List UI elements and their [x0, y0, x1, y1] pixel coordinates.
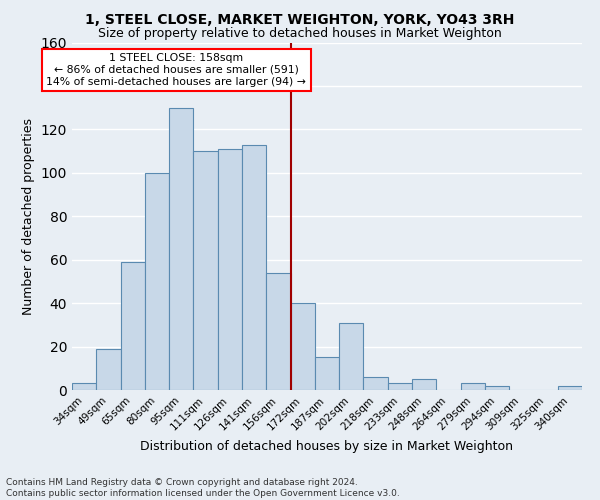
- Bar: [290, 303, 315, 390]
- Bar: [169, 108, 193, 390]
- Text: 1, STEEL CLOSE, MARKET WEIGHTON, YORK, YO43 3RH: 1, STEEL CLOSE, MARKET WEIGHTON, YORK, Y…: [85, 12, 515, 26]
- Bar: [412, 379, 436, 390]
- Bar: [72, 384, 96, 390]
- Bar: [461, 384, 485, 390]
- Bar: [218, 149, 242, 390]
- Bar: [242, 144, 266, 390]
- Bar: [193, 151, 218, 390]
- Bar: [388, 384, 412, 390]
- Bar: [266, 272, 290, 390]
- Bar: [96, 348, 121, 390]
- Bar: [558, 386, 582, 390]
- Text: Contains HM Land Registry data © Crown copyright and database right 2024.
Contai: Contains HM Land Registry data © Crown c…: [6, 478, 400, 498]
- X-axis label: Distribution of detached houses by size in Market Weighton: Distribution of detached houses by size …: [140, 440, 514, 453]
- Bar: [339, 322, 364, 390]
- Text: Size of property relative to detached houses in Market Weighton: Size of property relative to detached ho…: [98, 28, 502, 40]
- Bar: [121, 262, 145, 390]
- Y-axis label: Number of detached properties: Number of detached properties: [22, 118, 35, 315]
- Text: 1 STEEL CLOSE: 158sqm
← 86% of detached houses are smaller (591)
14% of semi-det: 1 STEEL CLOSE: 158sqm ← 86% of detached …: [46, 54, 307, 86]
- Bar: [485, 386, 509, 390]
- Bar: [315, 358, 339, 390]
- Bar: [145, 173, 169, 390]
- Bar: [364, 377, 388, 390]
